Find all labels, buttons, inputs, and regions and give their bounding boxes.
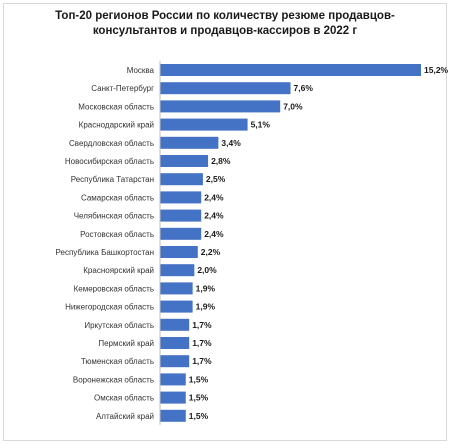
category-label: Воронежская область	[73, 375, 154, 384]
chart-title-line-2: консультантов и продавцов-кассиров в 202…	[92, 25, 358, 37]
category-label: Краснодарский край	[79, 121, 154, 130]
bar	[160, 64, 421, 76]
category-label: Пермский край	[98, 339, 154, 348]
category-label: Санкт-Петербург	[91, 84, 154, 93]
value-label: 1,9%	[196, 302, 216, 312]
category-label: Омская область	[94, 394, 154, 403]
bar	[160, 155, 209, 167]
bar	[160, 82, 291, 95]
bar	[160, 191, 202, 204]
category-label: Кемеровская область	[74, 284, 154, 293]
bar	[160, 227, 202, 240]
bar	[160, 209, 202, 222]
value-label: 2,4%	[204, 192, 224, 202]
bar	[160, 300, 193, 313]
category-label: Московская область	[78, 102, 154, 111]
value-label: 15,2%	[424, 65, 449, 75]
value-label: 1,7%	[192, 320, 212, 330]
value-label: 1,5%	[189, 374, 209, 384]
category-label: Челябинская область	[74, 212, 154, 221]
value-label: 2,8%	[211, 156, 231, 166]
category-label: Свердловская область	[69, 139, 154, 148]
category-label: Нижегородская область	[65, 303, 154, 312]
category-label: Ростовская область	[80, 230, 154, 239]
bar	[160, 409, 186, 422]
value-label: 1,9%	[196, 283, 216, 293]
value-label: 2,0%	[197, 265, 217, 275]
bar	[160, 355, 190, 368]
chart-title-line-1: Топ-20 регионов России по количеству рез…	[55, 10, 395, 22]
bar	[160, 282, 193, 295]
value-label: 1,7%	[192, 338, 212, 348]
bar	[160, 373, 186, 386]
bar	[160, 118, 248, 131]
value-label: 7,6%	[294, 83, 314, 93]
value-label: 2,4%	[204, 211, 224, 221]
value-label: 2,5%	[206, 174, 226, 184]
category-label: Красноярский край	[83, 266, 154, 275]
category-label: Иркутская область	[84, 321, 154, 330]
category-label: Тюменская область	[81, 357, 154, 366]
bar	[160, 246, 198, 258]
category-label: Самарская область	[81, 193, 154, 202]
bar	[160, 337, 190, 349]
category-label: Республика Башкортостан	[56, 248, 154, 257]
value-label: 1,5%	[189, 411, 209, 421]
value-label: 5,1%	[251, 120, 271, 130]
value-label: 1,5%	[189, 393, 209, 403]
bar	[160, 136, 219, 149]
value-label: 1,7%	[192, 356, 212, 366]
bar	[160, 318, 190, 331]
bar	[160, 100, 281, 113]
value-label: 7,0%	[283, 101, 303, 111]
category-label: Алтайский край	[96, 412, 154, 421]
category-label: Республика Татарстан	[71, 175, 154, 184]
category-label: Новосибирская область	[65, 157, 154, 166]
value-label: 2,2%	[201, 247, 221, 257]
bar	[160, 391, 186, 404]
value-label: 2,4%	[204, 229, 224, 239]
bar	[160, 264, 195, 277]
bar	[160, 173, 203, 186]
value-label: 3,4%	[221, 138, 241, 148]
category-label: Москва	[127, 66, 155, 75]
chart-title: Топ-20 регионов России по количеству рез…	[0, 9, 450, 39]
